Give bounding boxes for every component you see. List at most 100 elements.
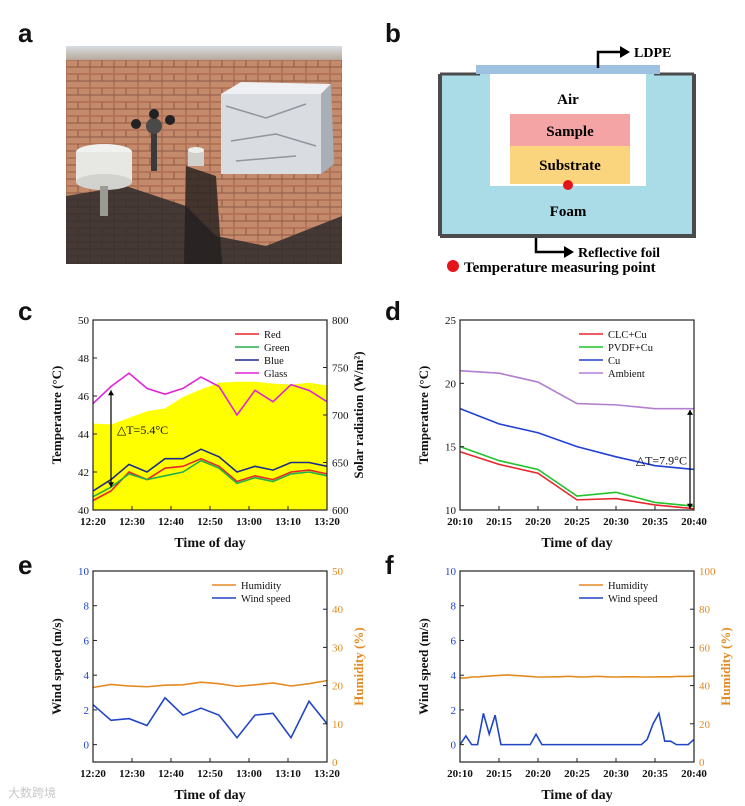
y-tick-label: 10 xyxy=(445,505,457,517)
x-tick-label: 20:30 xyxy=(603,768,629,780)
x-tick-label: 12:30 xyxy=(119,768,145,780)
y-right-axis-title: Solar radiation (W/m²) xyxy=(351,351,366,478)
y-axis-title: Wind speed (m/s) xyxy=(416,618,431,715)
y-right-tick-label: 0 xyxy=(332,757,338,769)
y-right-tick-label: 0 xyxy=(699,757,705,769)
x-tick-label: 12:30 xyxy=(119,516,145,528)
substrate-label: Substrate xyxy=(539,158,601,174)
x-axis-title: Time of day xyxy=(541,788,612,803)
x-axis-title: Time of day xyxy=(174,788,245,803)
x-tick-label: 20:20 xyxy=(525,768,551,780)
y-tick-label: 0 xyxy=(451,740,457,752)
x-tick-label: 20:30 xyxy=(603,516,629,528)
x-tick-label: 20:40 xyxy=(681,768,707,780)
x-tick-label: 20:20 xyxy=(525,516,551,528)
y-tick-label: 2 xyxy=(451,705,457,717)
y-tick-label: 48 xyxy=(78,353,90,365)
x-tick-label: 12:50 xyxy=(197,516,223,528)
aluminum-box xyxy=(221,82,334,174)
plot-frame-e xyxy=(92,570,328,763)
y-right-tick-label: 40 xyxy=(699,681,711,693)
reflective-foil-label: Reflective foil xyxy=(578,246,660,261)
solar-radiation-area xyxy=(93,381,327,510)
legend-label: PVDF+Cu xyxy=(608,343,654,354)
series-line-wind-speed xyxy=(92,696,328,740)
series-line-blue xyxy=(92,448,328,492)
y-right-tick-label: 20 xyxy=(332,681,344,693)
foil-arrow-icon xyxy=(564,246,574,258)
measure-point-label: Temperature measuring point xyxy=(464,260,656,276)
y-tick-label: 0 xyxy=(84,740,90,752)
y-tick-label: 6 xyxy=(84,635,90,647)
legend-label: Cu xyxy=(608,356,621,367)
x-tick-label: 13:20 xyxy=(314,516,340,528)
panel-label-c: c xyxy=(18,296,33,326)
series-line-glass xyxy=(92,372,328,417)
pyranometer xyxy=(188,147,204,166)
y-tick-label: 4 xyxy=(84,670,90,682)
y-right-tick-label: 80 xyxy=(699,604,711,616)
y-axis-title: Temperature (°C) xyxy=(49,366,64,465)
x-tick-label: 13:20 xyxy=(314,768,340,780)
y-tick-label: 40 xyxy=(78,505,90,517)
series-line-cu xyxy=(459,407,695,471)
y-tick-label: 44 xyxy=(78,429,90,441)
y-right-tick-label: 40 xyxy=(332,604,344,616)
y-right-tick-label: 650 xyxy=(332,458,349,470)
legend-label: Humidity xyxy=(241,581,282,592)
x-tick-label: 20:40 xyxy=(681,516,707,528)
x-axis-title: Time of day xyxy=(174,536,245,551)
x-tick-label: 12:20 xyxy=(80,516,106,528)
panel-label-d: d xyxy=(385,296,401,326)
legend-label: Blue xyxy=(264,356,284,367)
legend-label: Humidity xyxy=(608,581,649,592)
delta-arrow-head-up xyxy=(108,390,114,396)
y-right-tick-label: 10 xyxy=(332,719,344,731)
plot-frame-d xyxy=(459,319,695,511)
x-tick-label: 20:25 xyxy=(564,516,590,528)
legend-label: Glass xyxy=(264,369,287,380)
x-tick-label: 13:00 xyxy=(236,516,262,528)
y-tick-label: 15 xyxy=(445,442,457,454)
panel-label-e: e xyxy=(18,550,33,580)
device-schematic: Air Sample Substrate Foam LDPE Reflectiv… xyxy=(420,30,740,290)
x-tick-label: 12:50 xyxy=(197,768,223,780)
y-tick-label: 42 xyxy=(78,467,89,479)
series-line-pvdf-cu xyxy=(459,445,695,507)
plot-frame-f xyxy=(459,570,695,763)
watermark-text: 大数跨境 xyxy=(8,786,57,800)
y-right-tick-label: 60 xyxy=(699,642,711,654)
y-tick-label: 4 xyxy=(451,670,457,682)
y-tick-label: 46 xyxy=(78,391,90,403)
x-tick-label: 12:20 xyxy=(80,768,106,780)
y-right-axis-title: Humidity (%) xyxy=(351,627,366,705)
x-tick-label: 20:35 xyxy=(642,516,668,528)
foam-label: Foam xyxy=(550,204,587,220)
x-tick-label: 13:10 xyxy=(275,516,301,528)
substrate-layer xyxy=(510,146,630,184)
series-line-humidity xyxy=(92,679,328,689)
legend-point-icon xyxy=(447,260,459,272)
panel-label-a: a xyxy=(18,18,33,48)
legend-label: Green xyxy=(264,343,290,354)
y-tick-label: 2 xyxy=(84,705,90,717)
y-right-tick-label: 30 xyxy=(332,642,344,654)
y-tick-label: 25 xyxy=(445,315,457,327)
panel-label-f: f xyxy=(385,550,394,580)
delta-arrow-head-up xyxy=(687,409,693,415)
delta-arrow-head-down xyxy=(108,482,114,488)
y-tick-label: 6 xyxy=(451,635,457,647)
y-right-tick-label: 800 xyxy=(332,315,349,327)
reflective-foil-outline xyxy=(438,74,696,238)
y-tick-label: 10 xyxy=(445,566,457,578)
x-tick-label: 20:35 xyxy=(642,768,668,780)
x-tick-label: 20:25 xyxy=(564,768,590,780)
y-right-tick-label: 750 xyxy=(332,363,349,375)
x-tick-label: 13:10 xyxy=(275,768,301,780)
sample-layer xyxy=(510,114,630,146)
series-line-clc-cu xyxy=(459,450,695,510)
y-right-tick-label: 100 xyxy=(699,566,716,578)
legend-label: CLC+Cu xyxy=(608,330,647,341)
panel-label-b: b xyxy=(385,18,401,48)
